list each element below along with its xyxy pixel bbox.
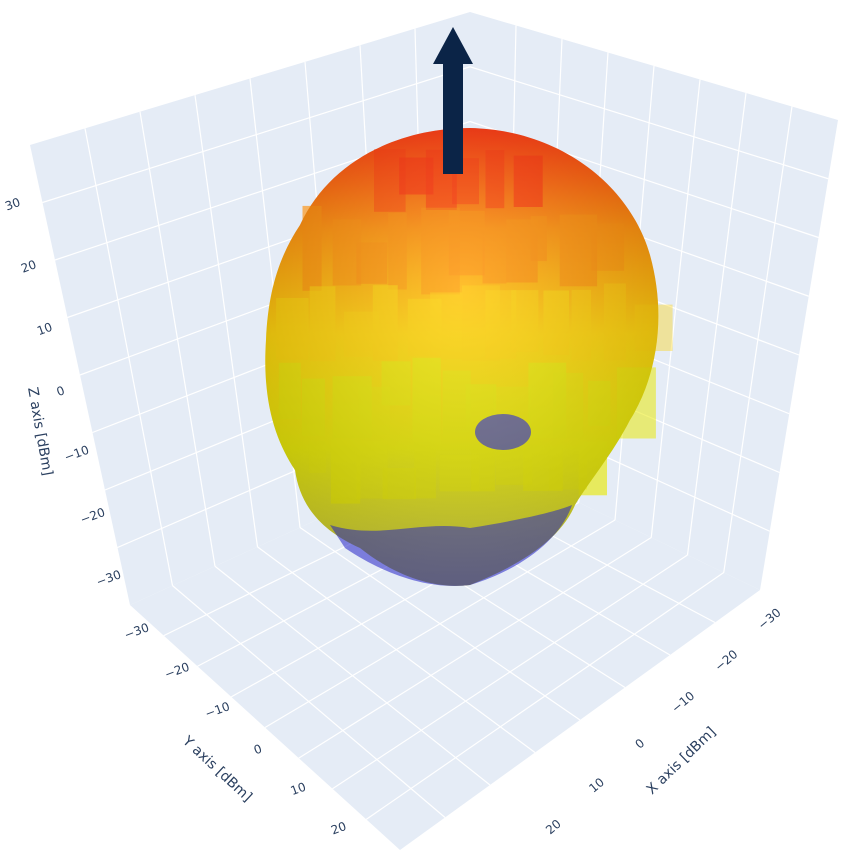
z-axis-tick-label: 0: [55, 383, 67, 399]
grid-line: [650, 79, 701, 538]
x-axis-tick-label: 10: [586, 775, 607, 796]
floor-pane: [130, 450, 760, 850]
z-axis-tick-label: 10: [35, 320, 54, 338]
grid-line: [365, 572, 725, 820]
y-axis-tick-label: 20: [329, 819, 348, 837]
y-axis-title: Y axis [dBm]: [179, 733, 255, 806]
y-axis-tick-label: 10: [289, 780, 308, 798]
grid-line: [264, 519, 616, 729]
y-axis-tick-label: 0: [252, 742, 264, 758]
x-axis-tick-label: 20: [543, 817, 564, 838]
x-axis-tick-label: −30: [755, 605, 783, 632]
y-axis-tick-label: −30: [122, 620, 151, 642]
grid-line: [298, 536, 652, 759]
x-axis-title: X axis [dBm]: [644, 724, 720, 798]
grid-line: [332, 554, 688, 790]
y-axis-tick-label: −10: [203, 699, 232, 721]
x-axis-tick-label: −10: [669, 689, 697, 716]
grid-line: [686, 92, 747, 556]
surface-shading: [265, 128, 659, 586]
z-axis-tick-label: 30: [3, 195, 22, 213]
radiation-surface: [265, 128, 673, 586]
x-axis-tick-label: 0: [632, 736, 647, 752]
arrow-shaft: [443, 60, 463, 174]
z-axis-tick-label: −10: [62, 443, 91, 465]
z-axis-tick-label: −20: [78, 505, 107, 527]
grid-line: [723, 106, 793, 573]
arrow-head: [433, 27, 473, 64]
z-axis-tick-label: −30: [94, 567, 123, 589]
z-axis-title: Z axis [dBm]: [24, 386, 55, 477]
z-direction-arrow: [433, 27, 473, 174]
y-axis-tick-label: −20: [163, 660, 192, 682]
x-axis-tick-label: −20: [712, 647, 740, 674]
z-axis-tick-label: 20: [19, 257, 38, 275]
